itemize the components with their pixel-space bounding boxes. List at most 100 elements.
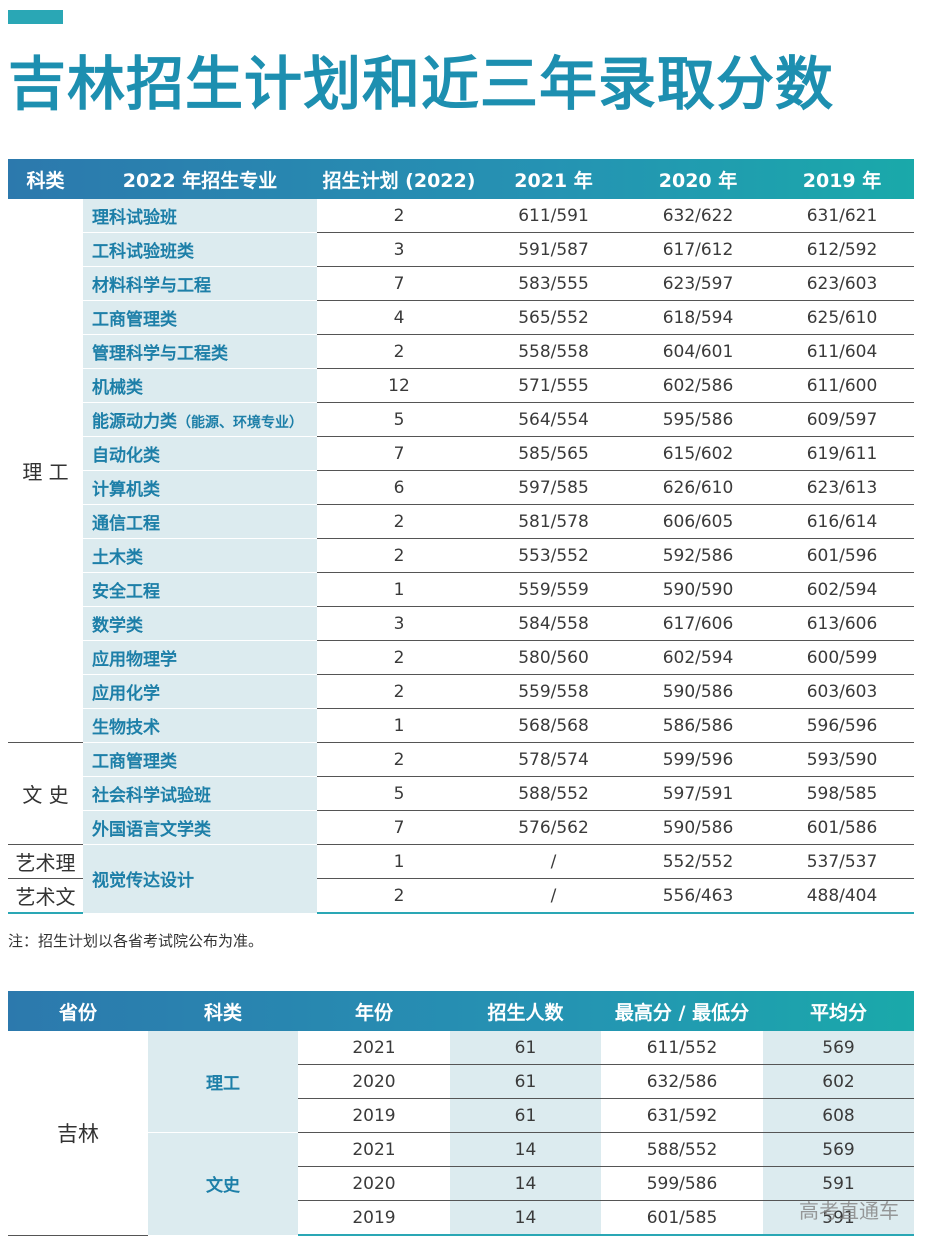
major-cell: 外国语言文学类 [83,810,317,845]
score-2021-cell: 578/574 [481,742,626,777]
score-2020-cell: 617/606 [626,606,770,641]
count-cell: 61 [450,1064,601,1099]
score-2021-cell: / [481,844,626,879]
score-2020-cell: 602/594 [626,640,770,675]
major-cell: 数学类 [83,606,317,641]
table-row: 2020 61 632/586 602 [8,1064,914,1099]
major-name: 工商管理类 [92,752,177,772]
header-major: 2022 年招生专业 [122,169,278,192]
score-2021-cell: 568/568 [481,708,626,743]
score-2019-cell: 603/603 [770,674,914,709]
score-2020-cell: 599/596 [626,742,770,777]
major-name: 管理科学与工程类 [92,344,228,364]
count-cell: 14 [450,1166,601,1201]
header-category: 科类 [203,1001,242,1024]
score-2021-cell: 565/552 [481,300,626,335]
table-row: 艺术文 2/556/463 488/404 [8,878,914,914]
category-cell: 文史 [148,1132,298,1236]
major-name: 计算机类 [92,480,160,500]
plan-cell: 2 [317,334,481,369]
score-2021-cell: 576/562 [481,810,626,845]
average-cell: 602 [763,1064,914,1099]
table-row: 生物技术 1 568/568 586/586 596/596 [8,708,914,743]
admission-plan-table: 科类 2022 年招生专业 招生计划 (2022) 2021 年 2020 年 … [8,159,914,914]
score-2019-cell: 609/597 [770,402,914,437]
score-2021-cell: 559/559 [481,572,626,607]
year-cell: 2021 [298,1132,450,1167]
plan-cell: 2 [317,538,481,573]
major-name: 通信工程 [92,514,160,534]
score-2020-cell: 597/591 [626,776,770,811]
header-province: 省份 [58,1001,97,1024]
table-row: 应用化学 2 559/558 590/586 603/603 [8,674,914,709]
score-2019-cell: 598/585 [770,776,914,811]
major-name: 土木类 [92,548,143,568]
table-row: 安全工程 1 559/559 590/590 602/594 [8,572,914,607]
province-cell: 吉林 [8,1031,148,1236]
header-category: 科类 [26,169,65,192]
major-cell: 计算机类 [83,470,317,505]
table-row: 计算机类 6 597/585 626/610 623/613 [8,470,914,505]
category-cell: 理 工 [8,199,83,743]
score-2020-cell: 556/463 [626,878,770,914]
header-2019: 2019 年 [802,169,882,192]
header-year: 年份 [354,1001,393,1024]
major-cell: 安全工程 [83,572,317,607]
category-cell: 理工 [148,1031,298,1133]
table-row: 社会科学试验班 5 588/552 597/591 598/585 [8,776,914,811]
major-cell: 工科试验班类 [83,232,317,267]
header-score-range: 最高分 / 最低分 [614,1001,750,1024]
major-cell: 应用物理学 [83,640,317,675]
score-2019-cell: 625/610 [770,300,914,335]
score-2019-cell: 613/606 [770,606,914,641]
year-cell: 2021 [298,1031,450,1065]
header-2021: 2021 年 [514,169,593,192]
table-row: 文史 2021 14 588/552 569 [8,1132,914,1236]
table-row: 自动化类 7 585/565 615/602 619/611 [8,436,914,471]
score-2020-cell: 590/586 [626,674,770,709]
year-cell: 2020 [298,1166,450,1201]
year-cell: 2020 [298,1064,450,1099]
major-name: 社会科学试验班 [92,786,211,806]
score-2020-cell: 623/597 [626,266,770,301]
plan-cell: 1 [317,844,481,879]
table-row: 工商管理类 4 565/552 618/594 625/610 [8,300,914,335]
score-2020-cell: 615/602 [626,436,770,471]
score-2020-cell: 590/586 [626,810,770,845]
major-cell: 应用化学 [83,674,317,709]
score-2019-cell: 623/603 [770,266,914,301]
plan-cell: 1 [317,708,481,743]
table-header-row: 科类 2022 年招生专业 招生计划 (2022) 2021 年 2020 年 … [8,159,914,199]
header-2020: 2020 年 [658,169,738,192]
score-2021-cell: 584/558 [481,606,626,641]
score-2021-cell: 581/578 [481,504,626,539]
plan-cell: 2 [317,504,481,539]
major-name: 能源动力类 [92,412,177,432]
plan-cell: 7 [317,810,481,845]
score-range-cell: 631/592 [601,1098,763,1133]
score-2021-cell: 553/552 [481,538,626,573]
table-row: 工科试验班类 3 591/587 617/612 612/592 [8,232,914,267]
score-2019-cell: 612/592 [770,232,914,267]
score-2019-cell: 488/404 [770,878,914,914]
score-2019-cell: 623/613 [770,470,914,505]
major-cell: 工商管理类 [83,742,317,777]
major-name: 外国语言文学类 [92,820,211,840]
header-average: 平均分 [809,1001,867,1024]
plan-cell: 4 [317,300,481,335]
score-2020-cell: 586/586 [626,708,770,743]
score-2020-cell: 626/610 [626,470,770,505]
table-row: 土木类 2 553/552 592/586 601/596 [8,538,914,573]
average-cell: 569 [763,1132,914,1167]
plan-cell: 2 [317,742,481,777]
year-cell: 2019 [298,1200,450,1236]
table-row: 外国语言文学类 7 576/562 590/586 601/586 [8,810,914,845]
score-2021-cell: 559/558 [481,674,626,709]
count-cell: 14 [450,1200,601,1236]
table-row: 2020 14 599/586 591 [8,1166,914,1201]
table-row: 管理科学与工程类 2 558/558 604/601 611/604 [8,334,914,369]
major-cell: 管理科学与工程类 [83,334,317,369]
year-cell: 2019 [298,1098,450,1133]
average-cell: 591 [763,1200,914,1236]
table-row: 理 工理科试验班 2 611/591 632/622 631/621 [8,199,914,743]
